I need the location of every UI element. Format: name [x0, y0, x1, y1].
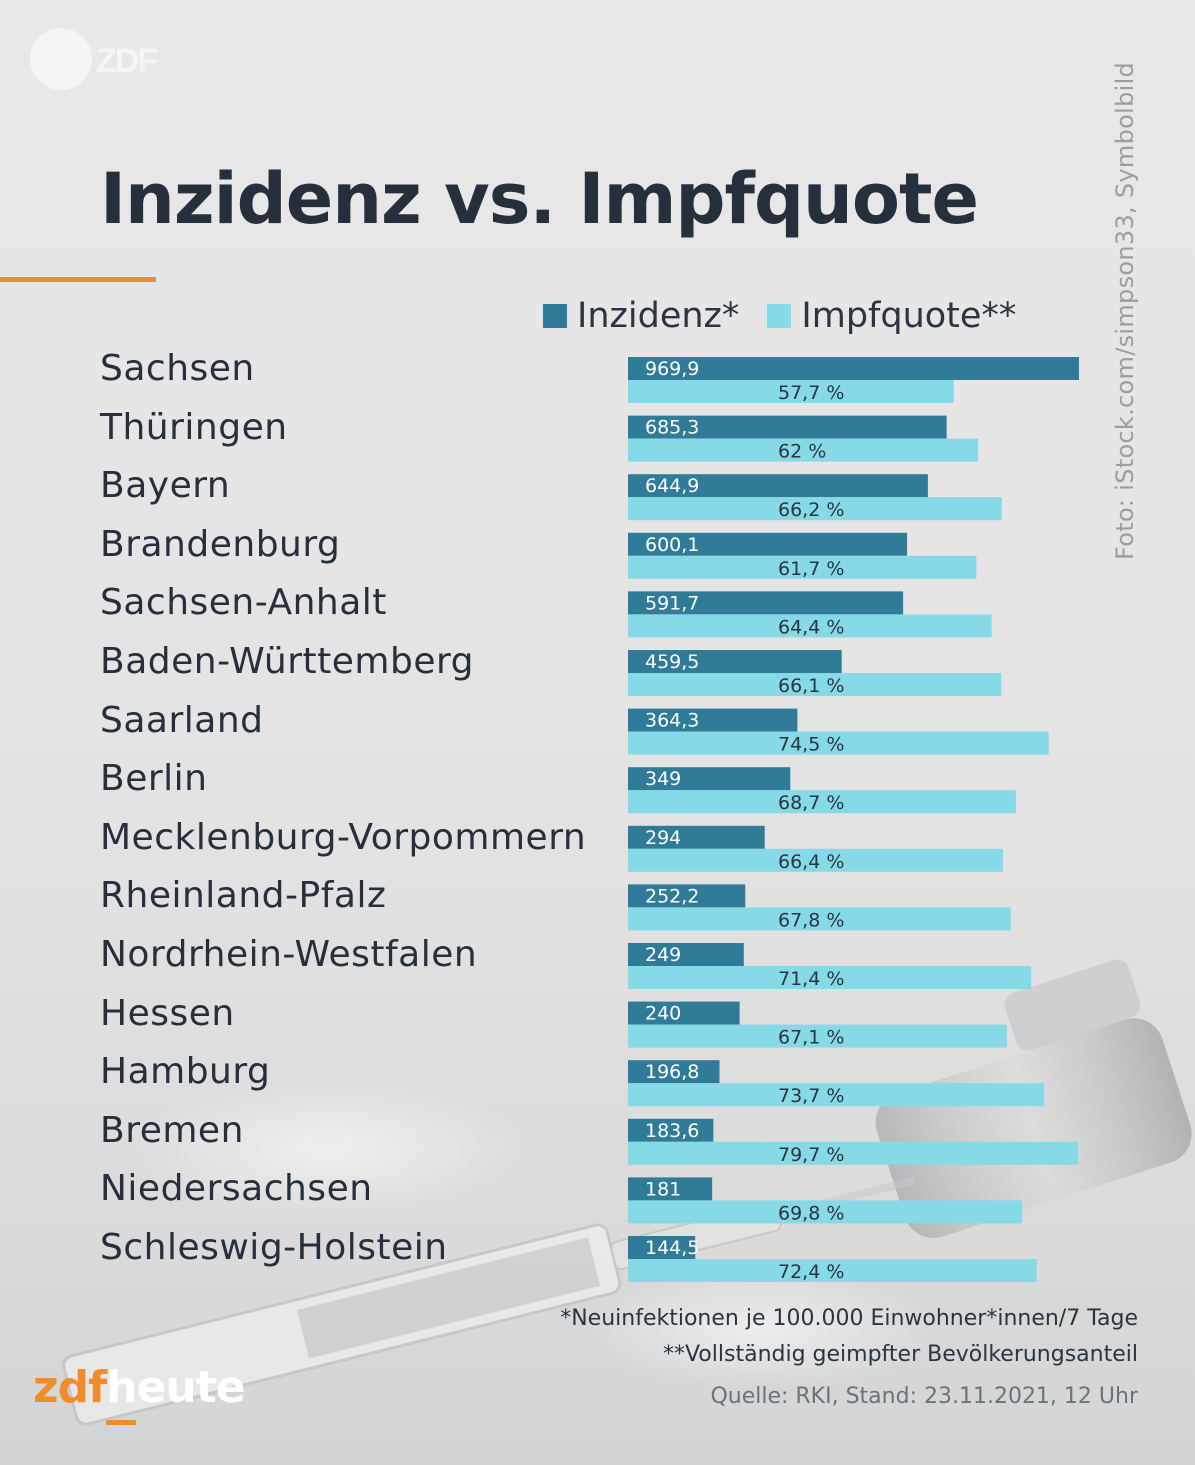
value-label-inzidenz-sachsen-anhalt: 591,7 [645, 592, 699, 614]
bar-inzidenz-sachsen [628, 357, 1079, 380]
zdf-logo: ZDF [30, 28, 158, 92]
title-accent-line [0, 277, 156, 282]
value-label-impfquote-rheinland-pfalz: 67,8 % [778, 909, 844, 931]
state-label-sachsen-anhalt: Sachsen-Anhalt [100, 582, 387, 624]
bar-impfquote-brandenburg [628, 555, 977, 579]
bar-inzidenz-bayern [628, 474, 928, 498]
value-label-impfquote-hamburg: 73,7 % [778, 1085, 844, 1107]
chart-title: Inzidenz vs. Impfquote [100, 158, 979, 240]
value-label-inzidenz-bremen: 183,6 [645, 1120, 699, 1142]
footnote-vaccination: **Vollständig geimpfter Bevölkerungsante… [662, 1342, 1138, 1367]
bar-impfquote-nordrhein-westfalen [628, 966, 1032, 989]
state-label-nordrhein-westfalen: Nordrhein-Westfalen [100, 934, 478, 975]
value-label-inzidenz-hamburg: 196,8 [645, 1061, 699, 1083]
legend-item-inzidenz: Inzidenz* [543, 296, 739, 336]
state-label-schleswig-holstein: Schleswig-Holstein [100, 1227, 448, 1268]
zdfheute-logo-heute: heute [106, 1362, 245, 1413]
value-label-impfquote-mecklenburg-vorpommern: 66,4 % [778, 851, 844, 873]
value-label-inzidenz-saarland: 364,3 [645, 710, 699, 732]
value-label-impfquote-hessen: 67,1 % [778, 1027, 844, 1049]
bar-impfquote-berlin [628, 790, 1016, 814]
bar-inzidenz-rheinland-pfalz [628, 884, 746, 908]
value-label-impfquote-berlin: 68,7 % [778, 792, 844, 814]
bar-inzidenz-schleswig-holstein [628, 1236, 696, 1259]
value-label-inzidenz-nordrhein-westfalen: 249 [645, 944, 681, 966]
value-label-inzidenz-niedersachsen: 181 [645, 1178, 681, 1200]
state-label-bremen: Bremen [100, 1109, 244, 1151]
value-label-impfquote-thueringen: 62 % [778, 441, 826, 463]
value-label-impfquote-bremen: 79,7 % [778, 1144, 844, 1166]
bar-impfquote-sachsen-anhalt [628, 614, 992, 638]
state-label-bayern: Bayern [100, 465, 231, 507]
bar-inzidenz-berlin [628, 767, 791, 791]
bar-impfquote-sachsen [628, 380, 954, 403]
zdf-logo-circle [30, 28, 92, 90]
bar-inzidenz-sachsen-anhalt [628, 591, 904, 615]
value-label-inzidenz-bayern: 644,9 [645, 475, 699, 497]
value-label-impfquote-sachsen-anhalt: 64,4 % [778, 616, 844, 638]
value-label-inzidenz-rheinland-pfalz: 252,2 [645, 885, 699, 907]
bar-inzidenz-thueringen [628, 415, 947, 439]
state-label-thueringen: Thüringen [100, 406, 288, 448]
bar-impfquote-bremen [628, 1141, 1078, 1165]
footnote-incidence: *Neuinfektionen je 100.000 Einwohner*inn… [560, 1306, 1138, 1331]
value-label-impfquote-saarland: 74,5 % [778, 734, 844, 756]
state-label-niedersachsen: Niedersachsen [100, 1168, 373, 1210]
bar-impfquote-hessen [628, 1024, 1007, 1048]
legend-swatch-inzidenz [543, 304, 567, 328]
bar-impfquote-saarland [628, 731, 1049, 755]
state-label-berlin: Berlin [100, 758, 208, 800]
value-label-inzidenz-schleswig-holstein: 144,5 [645, 1237, 699, 1259]
bar-impfquote-bayern [628, 497, 1002, 521]
legend-item-impfquote: Impfquote** [767, 296, 1016, 336]
value-label-impfquote-nordrhein-westfalen: 71,4 % [778, 968, 844, 990]
bar-inzidenz-nordrhein-westfalen [628, 943, 744, 966]
bar-inzidenz-bremen [628, 1118, 714, 1142]
value-label-inzidenz-brandenburg: 600,1 [645, 534, 699, 556]
bar-impfquote-baden-wuerttemberg [628, 673, 1002, 696]
bar-inzidenz-baden-wuerttemberg [628, 650, 842, 673]
state-label-mecklenburg-vorpommern: Mecklenburg-Vorpommern [100, 816, 587, 858]
state-label-rheinland-pfalz: Rheinland-Pfalz [100, 875, 387, 917]
state-label-sachsen: Sachsen [100, 348, 255, 389]
value-label-impfquote-schleswig-holstein: 72,4 % [778, 1261, 844, 1283]
bar-inzidenz-mecklenburg-vorpommern [628, 825, 765, 849]
bar-inzidenz-brandenburg [628, 532, 908, 556]
bar-inzidenz-hamburg [628, 1060, 720, 1084]
bar-impfquote-mecklenburg-vorpommern [628, 848, 1003, 872]
bar-impfquote-hamburg [628, 1083, 1045, 1107]
value-label-inzidenz-hessen: 240 [645, 1003, 681, 1025]
value-label-impfquote-niedersachsen: 69,8 % [778, 1202, 844, 1224]
zdf-logo-text: ZDF [96, 42, 158, 80]
source-note: Quelle: RKI, Stand: 23.11.2021, 12 Uhr [710, 1384, 1138, 1409]
chart-legend: Inzidenz* Impfquote** [543, 296, 1044, 336]
state-label-hamburg: Hamburg [100, 1051, 271, 1093]
value-label-inzidenz-mecklenburg-vorpommern: 294 [645, 827, 681, 849]
value-label-inzidenz-thueringen: 685,3 [645, 417, 699, 439]
bar-inzidenz-saarland [628, 708, 798, 732]
value-label-inzidenz-baden-wuerttemberg: 459,5 [645, 651, 699, 673]
bar-inzidenz-niedersachsen [628, 1177, 713, 1201]
zdfheute-logo: zdfheute [33, 1362, 246, 1413]
value-label-inzidenz-sachsen: 969,9 [645, 358, 699, 380]
bar-impfquote-schleswig-holstein [628, 1259, 1037, 1282]
zdfheute-logo-zdf: zdf [33, 1362, 107, 1413]
bar-impfquote-thueringen [628, 438, 979, 462]
legend-label-impfquote: Impfquote** [801, 296, 1017, 336]
value-label-impfquote-baden-wuerttemberg: 66,1 % [778, 675, 844, 697]
state-label-baden-wuerttemberg: Baden-Württemberg [100, 641, 475, 682]
bar-impfquote-niedersachsen [628, 1200, 1023, 1224]
bar-impfquote-rheinland-pfalz [628, 907, 1011, 931]
legend-label-inzidenz: Inzidenz* [577, 296, 740, 336]
legend-swatch-impfquote [767, 304, 792, 328]
state-label-hessen: Hessen [100, 992, 235, 1034]
value-label-impfquote-brandenburg: 61,7 % [778, 558, 844, 580]
value-label-impfquote-bayern: 66,2 % [778, 499, 844, 521]
value-label-inzidenz-berlin: 349 [645, 768, 681, 790]
state-label-saarland: Saarland [100, 699, 264, 741]
value-label-impfquote-sachsen: 57,7 % [778, 382, 844, 404]
bar-inzidenz-hessen [628, 1001, 740, 1025]
state-label-brandenburg: Brandenburg [100, 523, 341, 565]
